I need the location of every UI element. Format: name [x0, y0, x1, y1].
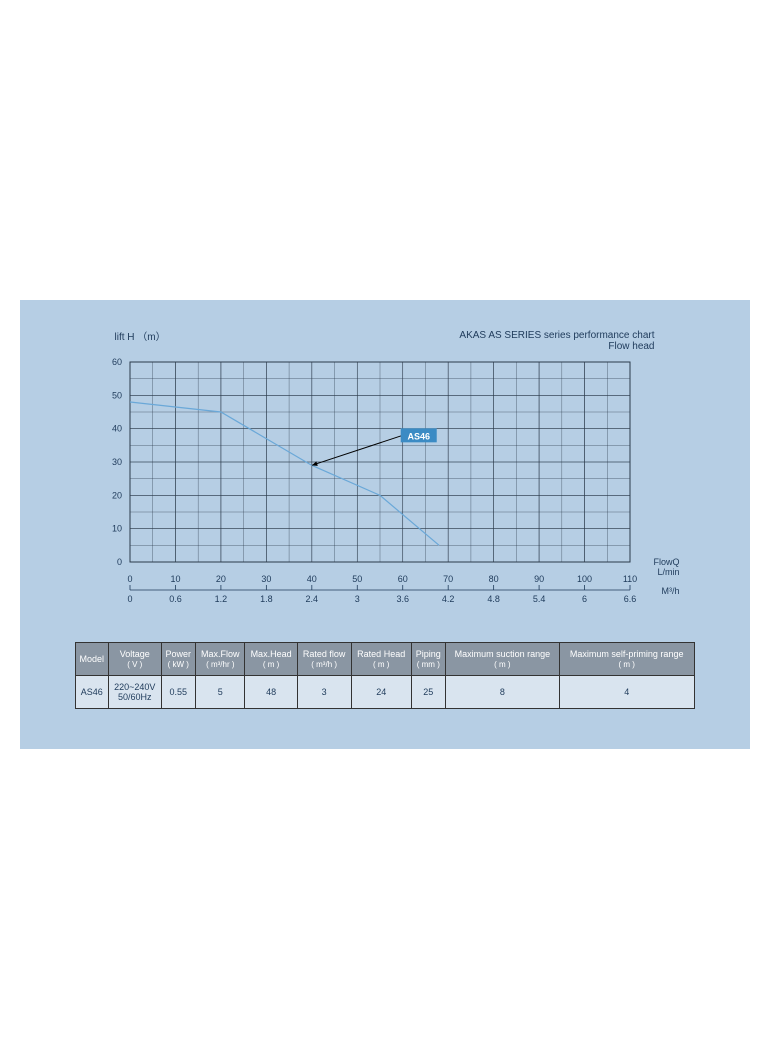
svg-text:20: 20	[215, 574, 225, 584]
table-header-row: ModelVoltage( V )Power( kW )Max.Flow( m³…	[75, 642, 694, 675]
svg-text:4.2: 4.2	[441, 594, 454, 604]
spec-panel: lift H （m） AKAS AS SERIES series perform…	[20, 300, 750, 749]
svg-text:80: 80	[488, 574, 498, 584]
table-cell: AS46	[75, 676, 108, 709]
svg-text:10: 10	[170, 574, 180, 584]
svg-text:5.4: 5.4	[532, 594, 545, 604]
performance-chart: 0 10 20 30 40 50 60 0 10 20 30 40 50 60 70 80 90 100 110 0 0…	[75, 352, 695, 622]
table-header: Rated flow( m³/h )	[297, 642, 351, 675]
table-cell: 5	[196, 676, 245, 709]
table-header: Max.Head( m )	[245, 642, 297, 675]
svg-text:6.6: 6.6	[623, 594, 636, 604]
svg-text:60: 60	[111, 357, 121, 367]
svg-text:40: 40	[111, 423, 121, 433]
svg-text:10: 10	[111, 523, 121, 533]
table-header: Rated Head( m )	[351, 642, 411, 675]
svg-text:AS46: AS46	[407, 431, 430, 441]
svg-text:30: 30	[261, 574, 271, 584]
table-cell: 220~240V50/60Hz	[108, 676, 161, 709]
svg-text:1.2: 1.2	[214, 594, 227, 604]
svg-text:30: 30	[111, 457, 121, 467]
table-header: Piping( mm )	[411, 642, 445, 675]
svg-text:70: 70	[443, 574, 453, 584]
svg-text:0: 0	[127, 594, 132, 604]
table-header: Power( kW )	[161, 642, 196, 675]
svg-text:3: 3	[354, 594, 359, 604]
table-cell: 24	[351, 676, 411, 709]
svg-text:50: 50	[111, 390, 121, 400]
spec-table: ModelVoltage( V )Power( kW )Max.Flow( m³…	[75, 642, 695, 709]
table-cell: 48	[245, 676, 297, 709]
svg-text:6: 6	[582, 594, 587, 604]
svg-text:0.6: 0.6	[169, 594, 182, 604]
svg-text:40: 40	[306, 574, 316, 584]
svg-text:4.8: 4.8	[487, 594, 500, 604]
lmin-label: L/min	[657, 567, 679, 577]
table-cell: 4	[559, 676, 694, 709]
table-cell: 0.55	[161, 676, 196, 709]
flowq-label: FlowQ	[653, 557, 679, 567]
table-header: Max.Flow( m³/hr )	[196, 642, 245, 675]
svg-text:20: 20	[111, 490, 121, 500]
svg-text:100: 100	[577, 574, 592, 584]
table-data-row: AS46220~240V50/60Hz0.555483242584	[75, 676, 694, 709]
svg-text:2.4: 2.4	[305, 594, 318, 604]
m3h-label: M³/h	[662, 586, 680, 596]
table-header: Maximum suction range( m )	[445, 642, 559, 675]
table-cell: 8	[445, 676, 559, 709]
table-header: Voltage( V )	[108, 642, 161, 675]
table-header: Maximum self-priming range( m )	[559, 642, 694, 675]
svg-text:1.8: 1.8	[260, 594, 273, 604]
table-cell: 3	[297, 676, 351, 709]
svg-text:90: 90	[534, 574, 544, 584]
svg-text:0: 0	[127, 574, 132, 584]
chart-container: lift H （m） AKAS AS SERIES series perform…	[75, 330, 695, 622]
svg-text:110: 110	[622, 574, 636, 584]
svg-text:50: 50	[352, 574, 362, 584]
table-cell: 25	[411, 676, 445, 709]
svg-text:60: 60	[397, 574, 407, 584]
table-header: Model	[75, 642, 108, 675]
svg-text:0: 0	[116, 557, 121, 567]
svg-text:3.6: 3.6	[396, 594, 409, 604]
y-axis-label: lift H （m）	[115, 328, 166, 343]
